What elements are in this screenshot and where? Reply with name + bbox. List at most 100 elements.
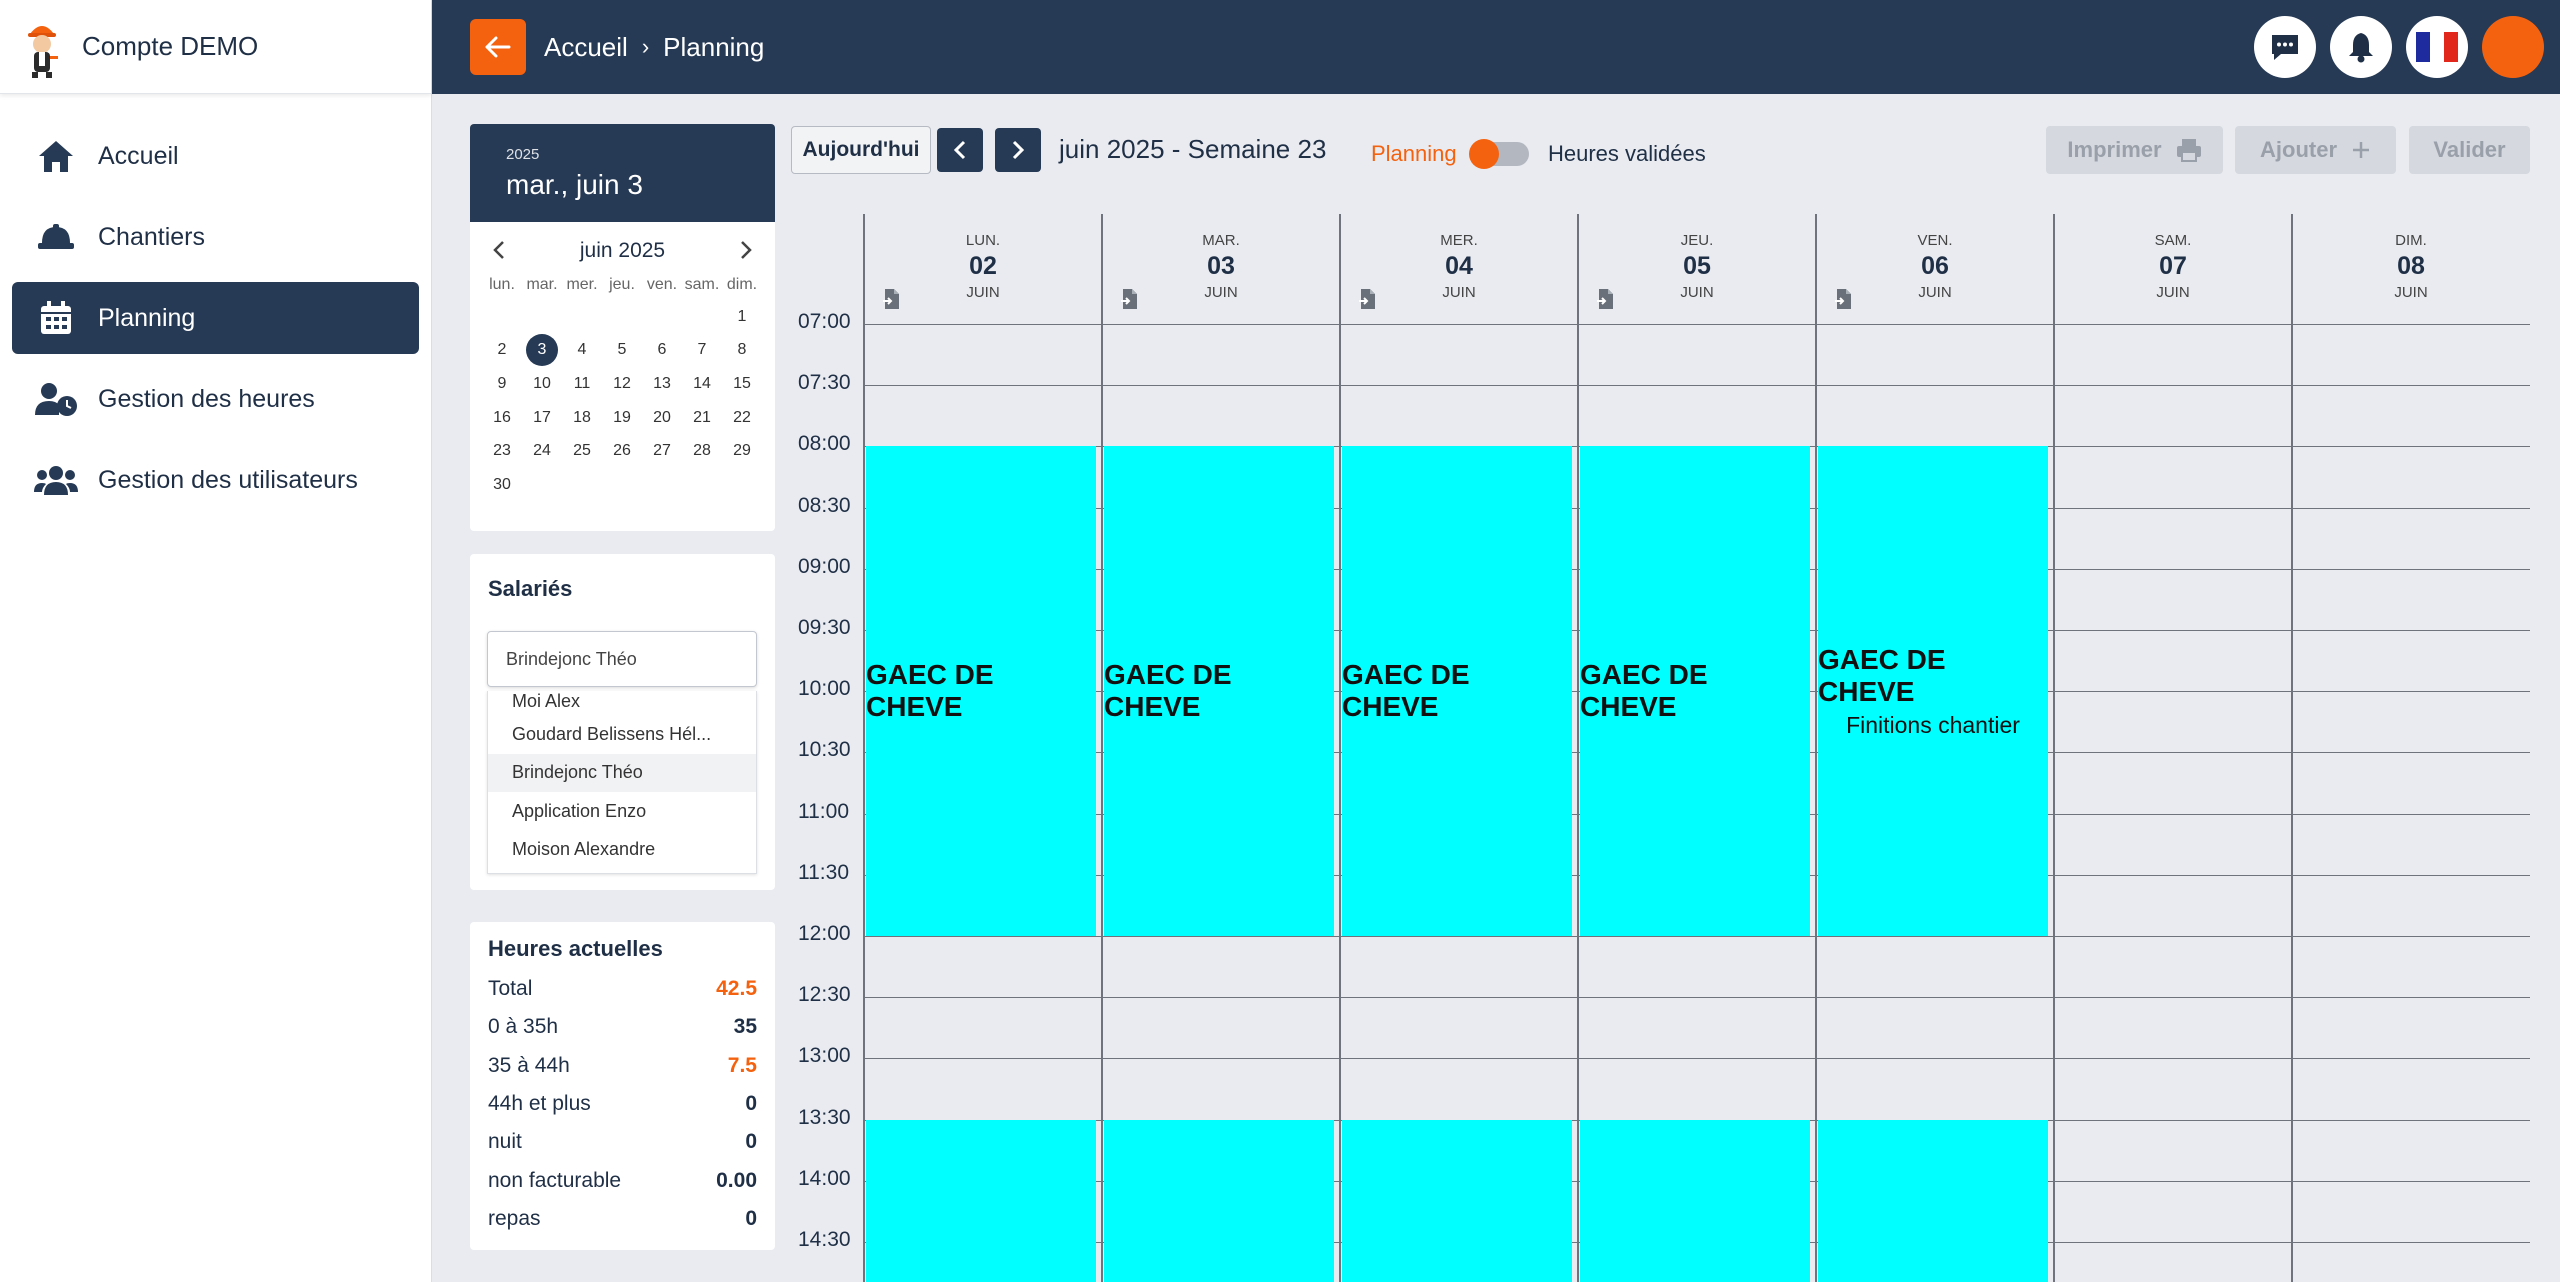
back-button[interactable] [470, 19, 526, 75]
hardhat-icon [34, 215, 78, 259]
breadcrumb-home[interactable]: Accueil [544, 31, 628, 62]
time-gridline [864, 997, 2530, 998]
day-cell[interactable]: 17 [533, 408, 551, 426]
messages-button[interactable] [2254, 16, 2316, 78]
employee-option[interactable]: Moi Alex [512, 691, 581, 711]
add-button[interactable]: Ajouter [2235, 126, 2396, 174]
time-gridline [864, 1058, 2530, 1059]
day-cell-empty [562, 300, 602, 334]
language-button[interactable] [2406, 16, 2468, 78]
day-cell[interactable]: 1 [737, 307, 747, 325]
employee-option[interactable]: Moison Alexandre [512, 839, 656, 860]
planning-event[interactable] [1818, 1120, 2048, 1282]
validate-button[interactable]: Valider [2409, 126, 2530, 174]
employee-option[interactable]: Application Enzo [512, 800, 647, 821]
next-month-button[interactable] [739, 236, 753, 267]
day-cell[interactable]: 23 [493, 442, 511, 460]
time-label: 11:30 [798, 861, 849, 884]
day-cell[interactable]: 20 [653, 408, 671, 426]
day-cell[interactable]: 16 [493, 408, 511, 426]
user-avatar[interactable] [2482, 16, 2544, 78]
add-entry-icon[interactable] [1596, 288, 1616, 310]
day-cell[interactable]: 9 [497, 374, 507, 392]
time-label: 10:00 [798, 677, 851, 700]
add-entry-icon[interactable] [1358, 288, 1378, 310]
add-entry-icon[interactable] [882, 288, 902, 310]
day-cell[interactable]: 27 [653, 442, 671, 460]
day-cell[interactable]: 19 [613, 408, 631, 426]
day-cell[interactable]: 29 [733, 442, 751, 460]
sidebar-item-chantiers[interactable]: Chantiers [12, 201, 419, 273]
employee-option[interactable]: Brindejonc Théo [488, 753, 756, 792]
notifications-button[interactable] [2330, 16, 2392, 78]
time-label: 07:30 [798, 371, 851, 394]
weekday-label: lun. [489, 276, 515, 293]
prev-month-button[interactable] [492, 236, 506, 267]
sidebar-item-planning[interactable]: Planning [12, 282, 419, 354]
day-cell-empty [482, 300, 522, 334]
planning-event[interactable]: GAEC DE CHEVE [866, 446, 1096, 936]
sidebar-item-gestion-utilisateurs[interactable]: Gestion des utilisateurs [12, 444, 419, 516]
planning-event[interactable] [1104, 1120, 1334, 1282]
hours-row-value: 0 [745, 1092, 757, 1116]
planning-event[interactable] [866, 1120, 1096, 1282]
day-header-month: JUIN [1442, 284, 1476, 301]
hours-row: repas 0 [470, 1200, 775, 1238]
day-cell[interactable]: 18 [573, 408, 591, 426]
planning-event[interactable] [1580, 1120, 1810, 1282]
add-entry-icon[interactable] [1120, 288, 1140, 310]
day-cell[interactable]: 22 [733, 408, 751, 426]
day-header-num: 07 [2159, 252, 2187, 280]
day-cell[interactable]: 25 [573, 442, 591, 460]
day-cell[interactable]: 24 [533, 442, 551, 460]
account-name: Compte DEMO [82, 31, 259, 61]
plus-icon [2353, 142, 2369, 158]
user-clock-icon [34, 377, 78, 421]
day-cell[interactable]: 14 [693, 374, 711, 392]
sidebar-item-gestion-heures[interactable]: Gestion des heures [12, 363, 419, 435]
day-header-month: JUIN [2394, 284, 2428, 301]
day-cell[interactable]: 15 [733, 374, 751, 392]
day-cell[interactable]: 30 [493, 475, 511, 493]
employee-option[interactable]: Goudard Belissens Hél... [512, 723, 712, 744]
weekday-label: mar. [526, 276, 558, 293]
print-label: Imprimer [2067, 137, 2162, 162]
day-cell[interactable]: 7 [697, 341, 707, 359]
day-cell[interactable]: 3 [522, 334, 562, 368]
employee-select[interactable]: Brindejonc Théo [487, 631, 757, 687]
planning-event[interactable]: GAEC DE CHEVE [1104, 446, 1334, 936]
day-cell[interactable]: 8 [737, 341, 747, 359]
planning-event[interactable]: GAEC DE CHEVE [1342, 446, 1572, 936]
day-cell[interactable]: 21 [693, 408, 711, 426]
day-header-name: SAM. [2154, 232, 2192, 249]
time-label: 08:30 [798, 494, 851, 517]
day-cell[interactable]: 26 [613, 442, 631, 460]
planning-event[interactable]: GAEC DE CHEVE Finitions chantier [1818, 446, 2048, 936]
day-cell[interactable]: 12 [613, 374, 631, 392]
print-button[interactable]: Imprimer [2046, 126, 2223, 174]
prev-week-button[interactable] [937, 128, 983, 172]
day-header-month: JUIN [966, 284, 1000, 301]
day-cell[interactable]: 28 [693, 442, 711, 460]
mode-toggle[interactable] [1469, 139, 1529, 169]
day-cell-empty [682, 300, 722, 334]
day-cell[interactable]: 5 [617, 341, 627, 359]
day-grid: 1 2 3 4 5 6 7 8 9 10 11 12 13 14 15 16 17 18 19 20 21 22 23 24 2… [470, 300, 775, 502]
sidebar-item-accueil[interactable]: Accueil [12, 120, 419, 192]
next-week-button[interactable] [995, 128, 1041, 172]
day-cell[interactable]: 11 [573, 374, 591, 392]
planning-event[interactable] [1342, 1120, 1572, 1282]
date-picker-year[interactable]: 2025 [506, 146, 540, 163]
planning-event[interactable]: GAEC DE CHEVE [1580, 446, 1810, 936]
sidebar-item-label: Accueil [98, 141, 179, 170]
today-button[interactable]: Aujourd'hui [791, 126, 931, 174]
day-cell[interactable]: 13 [653, 374, 671, 392]
day-header: MAR. 03 JUIN [1102, 214, 1340, 324]
day-cell[interactable]: 4 [577, 341, 587, 359]
month-nav: juin 2025 [470, 226, 775, 276]
day-cell[interactable]: 2 [497, 341, 507, 359]
day-cell[interactable]: 10 [533, 374, 551, 392]
printer-icon [2176, 139, 2201, 162]
day-cell[interactable]: 6 [657, 341, 667, 359]
add-entry-icon[interactable] [1834, 288, 1854, 310]
